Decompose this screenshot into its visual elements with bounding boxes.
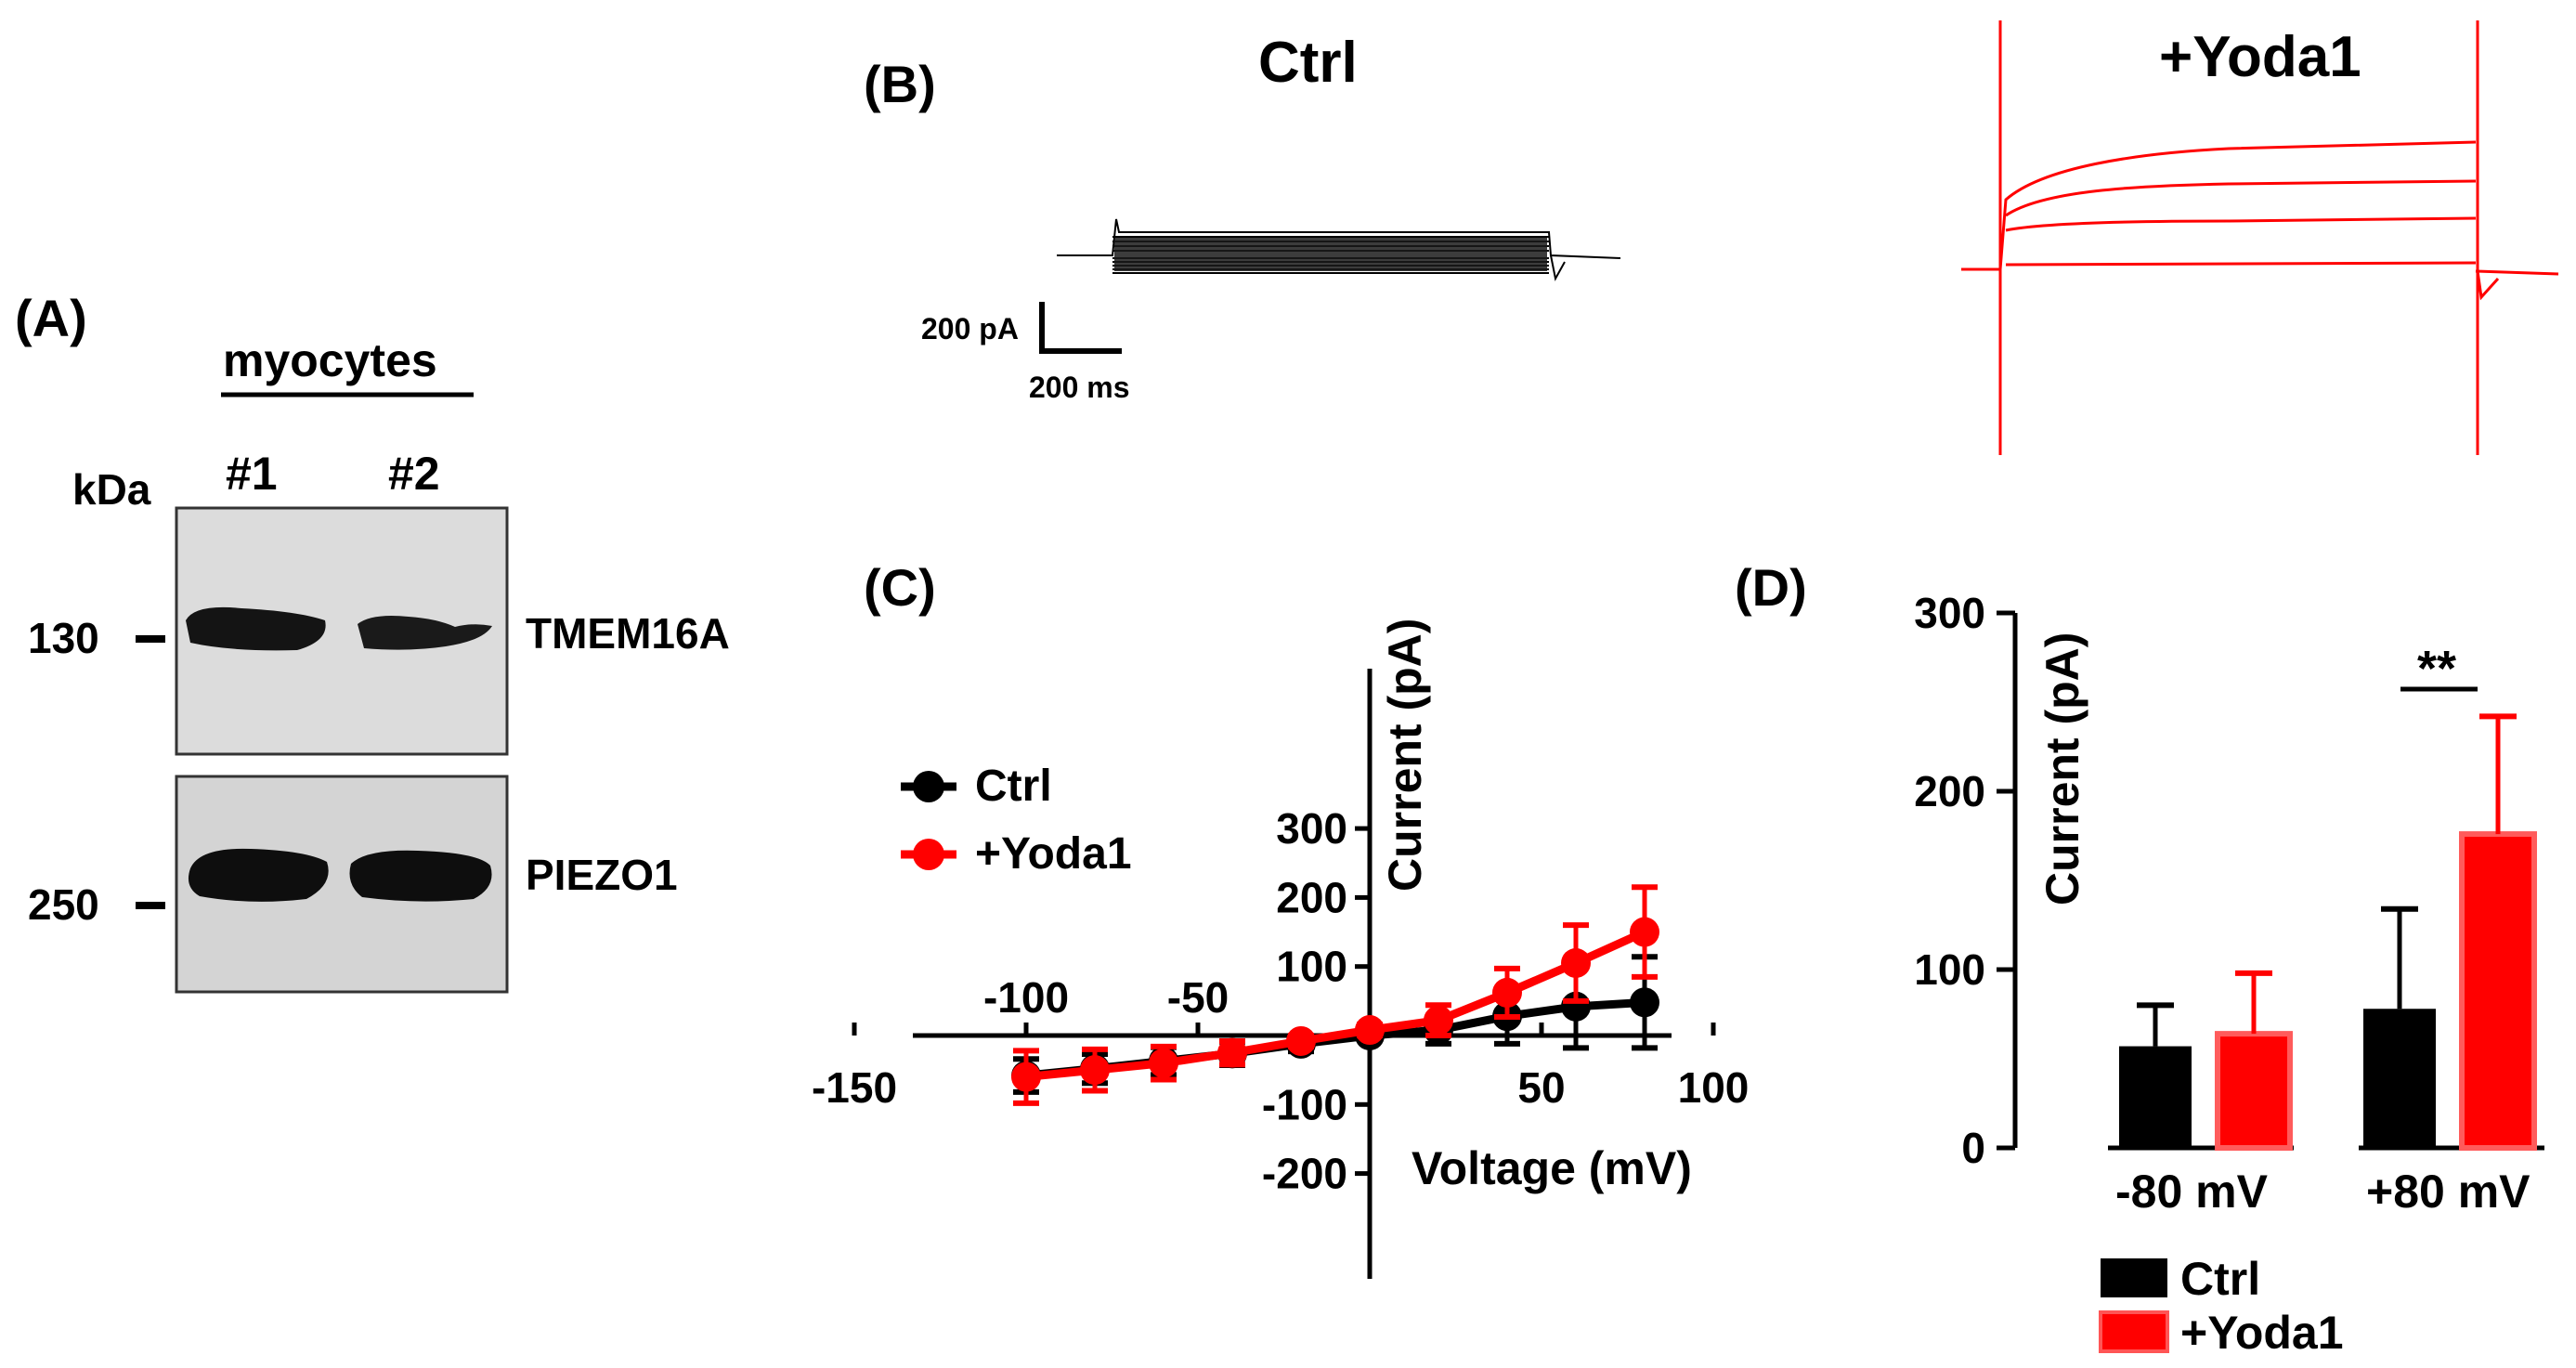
data-point (1011, 1062, 1041, 1092)
bar (2215, 1031, 2293, 1151)
panel-d-label: (D) (1735, 558, 1807, 617)
y-tick-label: -200 (1262, 1150, 1347, 1198)
group-label: myocytes (223, 334, 437, 386)
protein-label: TMEM16A (526, 609, 730, 658)
blot-band (188, 848, 329, 902)
data-point (1630, 987, 1659, 1018)
legend-label: +Yoda1 (2180, 1307, 2344, 1359)
bar (2119, 1046, 2192, 1148)
legend-label: +Yoda1 (975, 829, 1132, 879)
panel-d: (D) 0 100 200 300 Current (pA) -80 mV +80 m… (1735, 558, 2544, 1359)
lane-label: #2 (388, 448, 440, 500)
legend-swatch (2099, 1310, 2169, 1353)
y-tick-label: 200 (1276, 873, 1347, 921)
scale-time-label: 200 ms (1029, 371, 1130, 404)
marker-mw-label: 130 (28, 614, 99, 662)
x-tick-label: 50 (1517, 1063, 1565, 1112)
y-tick-label: 0 (1961, 1124, 1985, 1172)
series-line (1025, 928, 1646, 1082)
legend-label: Ctrl (975, 762, 1052, 811)
blot-band (186, 606, 326, 651)
data-point (1080, 1055, 1110, 1086)
panel-a-label: (A) (15, 289, 87, 347)
bar (2459, 831, 2537, 1152)
category-label: -80 mV (2115, 1166, 2269, 1218)
y-tick-label: 300 (1914, 589, 1985, 637)
y-tick-label: 100 (1914, 945, 1985, 994)
x-tick-label: 100 (1678, 1063, 1750, 1112)
panel-b: (B) Ctrl +Yoda1 200 pA 200 ms (864, 20, 2559, 455)
data-point (1355, 1015, 1385, 1046)
legend-swatch (2101, 1258, 2167, 1297)
data-point (1286, 1025, 1316, 1056)
y-tick-label: -100 (1262, 1080, 1347, 1128)
ctrl-trace-title: Ctrl (1258, 31, 1358, 95)
y-tick-label: 100 (1276, 943, 1347, 991)
panel-c-label: (C) (864, 558, 936, 617)
yoda-current-traces (1961, 20, 2559, 455)
y-tick-label: 300 (1276, 804, 1347, 853)
yoda-trace-title: +Yoda1 (2159, 25, 2361, 89)
x-tick-label: -50 (1167, 973, 1229, 1022)
x-tick-label: -150 (812, 1063, 897, 1112)
data-point (1217, 1037, 1247, 1068)
blot-band (358, 616, 492, 650)
y-axis-title: Current (pA) (1379, 619, 1431, 892)
legend: Ctrl +Yoda1 (2099, 1253, 2344, 1359)
legend: Ctrl +Yoda1 (901, 762, 1132, 879)
ctrl-trace-band (1114, 238, 1547, 271)
significance-label: ** (2417, 641, 2456, 697)
y-axis-title: Current (pA) (2036, 632, 2088, 905)
data-point (1492, 977, 1522, 1008)
category-label: +80 mV (2366, 1166, 2530, 1218)
legend-marker (913, 839, 944, 870)
legend-label: Ctrl (2180, 1253, 2260, 1305)
legend-marker (913, 771, 944, 802)
data-point (1561, 947, 1591, 978)
panel-a: (A) myocytes kDa #1 #2 130 TMEM16A 250 P… (15, 289, 730, 994)
panel-b-label: (B) (864, 55, 936, 113)
lane-label: #1 (226, 448, 278, 500)
blot-band (349, 850, 492, 902)
scale-current-label: 200 pA (921, 312, 1019, 345)
panel-c: (C) -150 -100 -50 50 100 -200 -100 100 200 300 V… (812, 558, 1749, 1279)
protein-label: PIEZO1 (526, 851, 678, 899)
marker-mw-label: 250 (28, 880, 99, 929)
data-point (1149, 1048, 1178, 1078)
bar (2363, 1009, 2436, 1148)
data-point (1424, 1005, 1453, 1036)
x-axis-title: Voltage (mV) (1412, 1142, 1692, 1194)
x-tick-label: -100 (983, 973, 1069, 1022)
kda-label: kDa (72, 465, 151, 514)
y-tick-label: 200 (1914, 767, 1985, 815)
data-point (1630, 917, 1659, 947)
